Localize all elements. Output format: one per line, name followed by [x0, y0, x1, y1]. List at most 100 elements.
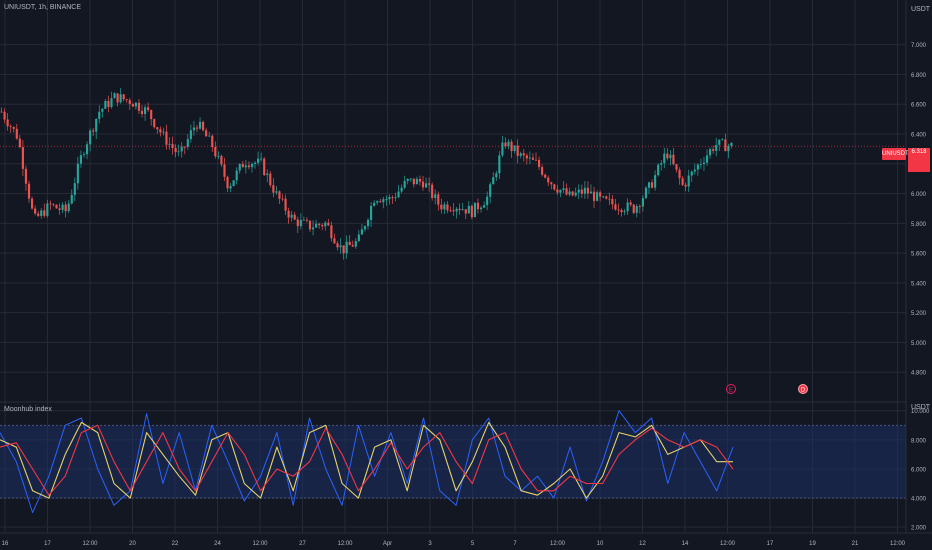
- candle-body: [119, 94, 122, 103]
- event-flag-e[interactable]: E: [726, 384, 736, 394]
- time-tick-label: 17: [44, 541, 51, 547]
- candle-body: [464, 209, 467, 214]
- candle-body: [348, 241, 351, 246]
- time-tick-label: 27: [299, 541, 306, 547]
- candle-body: [311, 227, 315, 230]
- indicator-title[interactable]: Moonhub index: [4, 406, 52, 413]
- candle-body: [709, 149, 712, 156]
- candle-body: [3, 111, 6, 120]
- candle-body: [424, 183, 428, 188]
- candle-body: [308, 220, 312, 230]
- candle-body: [476, 202, 480, 210]
- candle-body: [61, 204, 64, 210]
- candle-body: [461, 209, 464, 211]
- indicator-band: [0, 424, 906, 499]
- candle-body: [370, 205, 373, 220]
- candle-body: [183, 146, 186, 148]
- candle-body: [592, 191, 596, 201]
- time-tick-label: Apr: [383, 541, 392, 547]
- candle-body: [55, 204, 58, 209]
- indicator-axis: 10.000 8.000 6.000 4.000 2.000: [911, 409, 930, 531]
- candle-body: [565, 188, 568, 195]
- candle-body: [580, 189, 583, 194]
- candle-body: [632, 204, 635, 213]
- candle-body: [684, 184, 687, 187]
- candle-body: [730, 142, 733, 146]
- candle-body: [324, 222, 327, 227]
- candle-body: [293, 214, 296, 220]
- time-tick-label: 12:00: [550, 541, 566, 547]
- candle-body: [544, 174, 547, 178]
- time-tick-label: 12:00: [337, 541, 353, 547]
- candle-body: [232, 180, 235, 187]
- candle-body: [21, 147, 24, 169]
- candle-body: [699, 163, 703, 165]
- candle-body: [644, 187, 648, 199]
- candle-body: [217, 155, 220, 157]
- candle-body: [192, 127, 196, 131]
- indicator-tick-label: 2.000: [911, 526, 927, 532]
- candle-body: [220, 155, 223, 165]
- candle-body: [690, 171, 693, 176]
- price-tick-label: 7.000: [911, 43, 927, 49]
- candle-body: [519, 153, 522, 156]
- candle-body: [403, 180, 406, 188]
- candle-body: [229, 186, 232, 189]
- svg-text:D: D: [801, 388, 806, 394]
- candle-body: [437, 194, 440, 205]
- candle-body: [302, 219, 305, 221]
- candle-body: [238, 163, 241, 171]
- time-tick-label: 7: [513, 541, 517, 547]
- candle-body: [470, 205, 473, 218]
- candle-body: [550, 182, 553, 185]
- time-tick-label: 12:00: [720, 541, 736, 547]
- candle-body: [666, 153, 669, 159]
- candle-body: [647, 182, 651, 188]
- price-tick-label: 5.200: [911, 311, 927, 317]
- indicator-series-line: [0, 421, 733, 499]
- candle-body: [257, 158, 260, 163]
- candle-body: [614, 204, 617, 210]
- candle-body: [226, 176, 229, 189]
- time-tick-label: 20: [129, 541, 136, 547]
- candle-body: [434, 194, 437, 198]
- candle-body: [195, 127, 199, 129]
- candle-body: [486, 196, 489, 206]
- candle-body: [52, 204, 55, 206]
- last-price-tag: UNIUSDT: [882, 148, 909, 160]
- candle-body: [724, 139, 727, 152]
- candle-body: [290, 214, 293, 218]
- candle-body: [586, 187, 589, 194]
- candle-body: [412, 178, 415, 185]
- candle-body: [635, 206, 638, 213]
- candle-body: [705, 155, 709, 163]
- price-tick-label: 4.800: [911, 371, 927, 377]
- candle-body: [702, 162, 706, 164]
- candle-body: [589, 191, 593, 194]
- price-candles: [0, 88, 906, 260]
- candle-body: [336, 243, 339, 248]
- candle-body: [431, 184, 434, 198]
- candle-body: [522, 153, 525, 156]
- time-tick-label: 12:00: [890, 541, 906, 547]
- price-axis: 7.0006.8006.6006.4006.2006.0005.8005.600…: [911, 43, 927, 377]
- candle-body: [495, 173, 498, 178]
- candle-body: [623, 211, 626, 213]
- candle-body: [156, 127, 159, 130]
- candle-body: [681, 178, 684, 185]
- event-flag-d[interactable]: D: [798, 384, 808, 394]
- candle-body: [244, 165, 247, 168]
- candle-body: [275, 191, 278, 193]
- candle-body: [727, 145, 730, 152]
- price-tick-label: 5.600: [911, 252, 927, 258]
- time-tick-label: 5: [471, 541, 475, 547]
- price-tick-label: 5.800: [911, 222, 927, 228]
- indicator-tick-label: 4.000: [911, 497, 927, 503]
- candle-body: [373, 202, 376, 206]
- candle-body: [617, 209, 620, 211]
- candle-body: [287, 210, 290, 218]
- candle-body: [428, 183, 431, 185]
- candle-body: [330, 225, 333, 239]
- time-tick-label: 14: [682, 541, 689, 547]
